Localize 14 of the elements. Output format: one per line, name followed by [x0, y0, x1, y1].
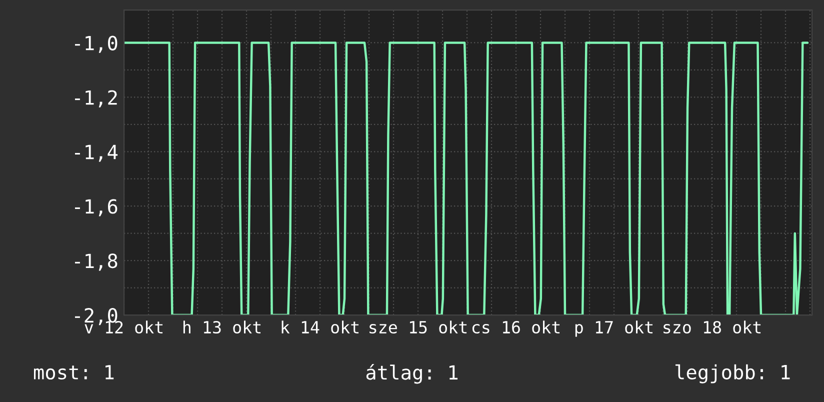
x-tick-label: h 13 okt	[183, 320, 261, 334]
y-tick-label: -1,4	[75, 144, 118, 162]
x-tick-label: p 17 okt	[575, 320, 653, 337]
x-tick-label: szo 18 okt	[664, 320, 761, 334]
text: most: 1	[34, 365, 114, 380]
x-tick-label: cs 16 okt	[472, 320, 560, 334]
y-tick-label: -1,2	[75, 90, 117, 108]
y-tick-label: -1,6	[75, 199, 118, 216]
text: legjobb: 1	[675, 364, 790, 384]
y-tick-label: -1,8	[75, 254, 118, 271]
y-tick-label: -1,0	[75, 36, 118, 53]
text: átlag: 1	[366, 364, 458, 384]
x-tick-label: sze 15 okt	[370, 320, 467, 334]
x-tick-label: k 14 okt	[282, 320, 359, 334]
